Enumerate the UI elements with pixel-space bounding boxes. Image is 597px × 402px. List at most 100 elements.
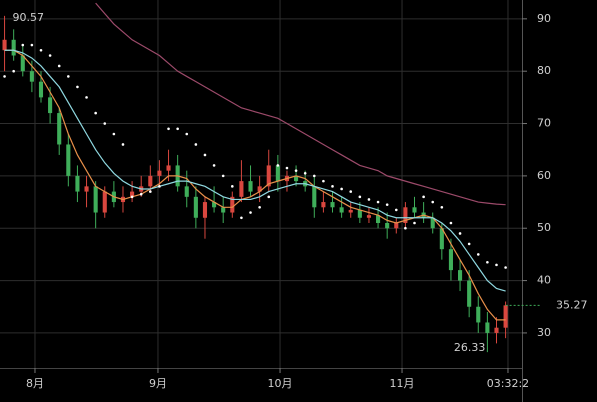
- sar-dot: [48, 54, 52, 57]
- sar-dot: [413, 221, 416, 225]
- candle-body: [503, 305, 508, 328]
- sar-dot: [458, 232, 462, 235]
- candle-body: [130, 191, 135, 197]
- sar-dot: [39, 48, 43, 52]
- sar-dot: [276, 164, 280, 167]
- sar-dot: [67, 75, 70, 78]
- candle-body: [57, 113, 62, 145]
- y-tick-label: 50: [537, 221, 551, 234]
- candle-body: [458, 270, 463, 281]
- candle-body: [257, 186, 262, 192]
- sar-dot: [267, 195, 271, 199]
- candle-body: [193, 196, 198, 218]
- sar-dot: [176, 127, 179, 131]
- sar-dot: [294, 169, 298, 172]
- sar-dot: [349, 190, 353, 193]
- candle-body: [212, 202, 217, 208]
- moving-average-line: [95, 2, 506, 206]
- sar-dot: [139, 192, 143, 196]
- sar-dot: [258, 205, 261, 209]
- sar-dot: [422, 195, 425, 199]
- sar-dot: [185, 132, 189, 136]
- candle-body: [248, 181, 253, 192]
- sar-dot: [130, 195, 134, 199]
- sar-dot: [440, 205, 444, 209]
- sar-dot: [158, 185, 161, 188]
- sar-dot: [476, 253, 480, 256]
- sar-dot: [504, 266, 507, 269]
- candle-body: [394, 222, 399, 229]
- moving-average-line: [4, 49, 506, 321]
- sar-dot: [467, 242, 471, 246]
- candle-body: [357, 209, 362, 218]
- candle-body: [476, 306, 481, 323]
- y-tick-label: 60: [537, 169, 551, 182]
- candle-body: [157, 170, 162, 176]
- candle-body: [275, 165, 280, 182]
- candle-body: [467, 280, 472, 307]
- sar-dot: [212, 164, 216, 167]
- candle-body: [294, 175, 299, 182]
- candle-body: [93, 186, 98, 213]
- x-tick-label: 03:32:2: [487, 377, 529, 390]
- sar-dot: [322, 179, 325, 183]
- sar-dot: [431, 200, 435, 204]
- sar-dot: [385, 203, 389, 206]
- candle-body: [239, 181, 244, 197]
- candle-body: [330, 202, 335, 208]
- sar-dot: [249, 211, 252, 214]
- candle-body: [38, 81, 44, 98]
- sar-dot: [194, 143, 198, 146]
- candle-body: [2, 39, 7, 51]
- candle-body: [202, 202, 208, 218]
- sar-dot: [358, 195, 362, 199]
- candle-body: [339, 207, 344, 213]
- sar-dot: [303, 171, 307, 175]
- sar-dot: [486, 260, 489, 264]
- sar-dot: [149, 190, 152, 193]
- sar-dot: [30, 43, 34, 47]
- sar-dot: [3, 75, 6, 78]
- sar-dot: [94, 111, 97, 115]
- grid: [0, 0, 522, 368]
- sar-dot: [312, 174, 316, 178]
- y-tick-label: 30: [537, 326, 551, 339]
- candle-body: [412, 207, 417, 213]
- candle-body: [366, 215, 372, 218]
- sar-dot: [376, 200, 380, 204]
- sar-dot: [121, 143, 125, 146]
- candle-body: [84, 186, 89, 192]
- candle-body: [266, 165, 271, 187]
- candle-body: [448, 249, 453, 271]
- sar-dot: [495, 263, 498, 267]
- sar-dot: [112, 132, 116, 136]
- y-tick-label: 40: [537, 274, 551, 287]
- sar-dot: [103, 122, 107, 125]
- y-tick-label: 70: [537, 117, 551, 130]
- candle-body: [75, 175, 80, 192]
- candle-body: [29, 71, 34, 82]
- candle-body: [485, 322, 490, 333]
- sar-dot: [285, 166, 289, 170]
- sar-dot: [221, 174, 225, 178]
- x-tick-label: 8月: [26, 377, 44, 390]
- sar-dot: [340, 187, 343, 191]
- plot-area: [2, 2, 508, 353]
- moving-average-line: [4, 49, 506, 292]
- candle-body: [430, 217, 435, 229]
- sar-dot: [231, 185, 234, 188]
- candle-body: [20, 55, 25, 72]
- sar-dot: [85, 96, 88, 99]
- candle-body: [11, 39, 16, 56]
- candle-body: [348, 209, 353, 213]
- sar-dot: [76, 85, 79, 89]
- last-price-label: 35.27: [556, 298, 588, 311]
- candle-body: [166, 165, 171, 171]
- sar-dot: [203, 153, 207, 157]
- y-tick-label: 80: [537, 64, 551, 77]
- sar-dot: [367, 198, 371, 201]
- x-tick-label: 11月: [390, 377, 415, 390]
- candle-body: [221, 207, 226, 213]
